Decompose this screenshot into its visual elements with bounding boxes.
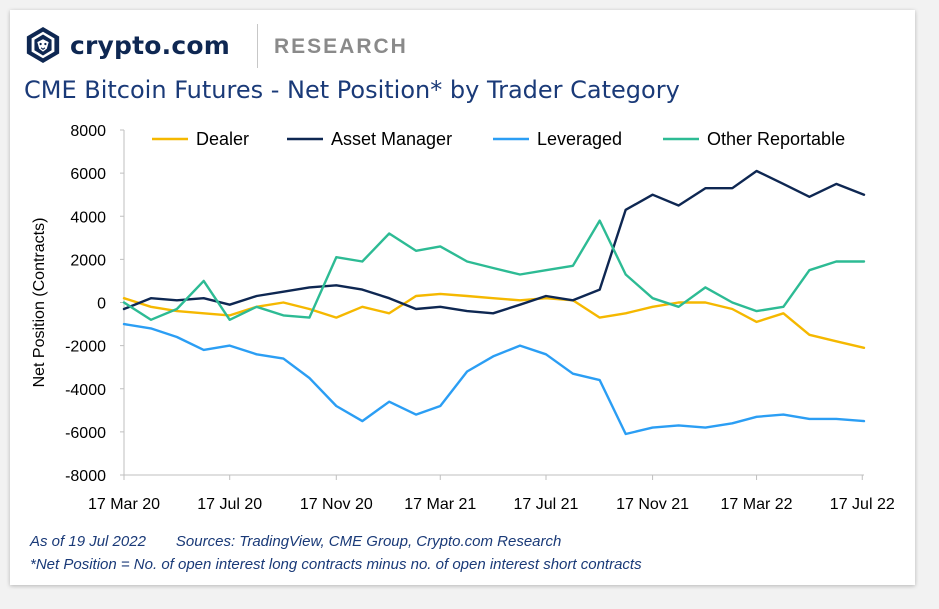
x-tick-label: 17 Nov 21 [616, 496, 689, 513]
crypto-com-lion-icon [26, 26, 60, 64]
legend-label: Leveraged [537, 129, 622, 149]
series-line-leveraged [122, 322, 866, 436]
x-tick-label: 17 Nov 20 [300, 496, 373, 513]
legend-label: Dealer [196, 129, 249, 149]
legend-label: Asset Manager [331, 129, 452, 149]
y-tick-label: 4000 [70, 209, 106, 226]
footer-line-1: As of 19 Jul 2022 Sources: TradingView, C… [30, 533, 561, 550]
x-tick-label: 17 Jul 21 [514, 496, 579, 513]
legend-label: Other Reportable [707, 129, 845, 149]
series-line-dealer [122, 292, 866, 349]
series-line-other-reportable [122, 219, 866, 321]
y-tick-label: -4000 [65, 382, 106, 399]
chart-card: crypto.com RESEARCH CME Bitcoin Futures … [10, 10, 915, 585]
y-tick-label: -8000 [65, 468, 106, 485]
sources-text: Sources: TradingView, CME Group, Crypto.… [175, 533, 562, 550]
brand-logo: crypto.com [24, 26, 230, 64]
series-line-asset-manager [122, 169, 866, 315]
y-tick-label: -6000 [65, 425, 106, 442]
chart-title: CME Bitcoin Futures - Net Position* by T… [24, 76, 680, 104]
x-tick-label: 17 Jul 20 [197, 496, 262, 513]
x-tick-label: 17 Jul 22 [830, 496, 895, 513]
footnote: *Net Position = No. of open interest lon… [30, 556, 642, 573]
x-tick-label: 17 Mar 22 [721, 496, 793, 513]
y-tick-label: 8000 [70, 123, 106, 140]
y-tick-label: 2000 [70, 252, 106, 269]
y-axis-label: Net Position (Contracts) [31, 218, 48, 388]
brand-name: crypto.com [70, 30, 231, 60]
brand-divider [257, 24, 258, 68]
y-tick-label: -2000 [65, 339, 106, 356]
as-of-date: As of 19 Jul 2022 [30, 533, 146, 550]
x-tick-label: 17 Mar 20 [88, 496, 160, 513]
brand-section: RESEARCH [274, 35, 408, 58]
x-tick-label: 17 Mar 21 [404, 496, 476, 513]
y-tick-label: 0 [97, 296, 106, 313]
y-tick-label: 6000 [70, 166, 106, 183]
